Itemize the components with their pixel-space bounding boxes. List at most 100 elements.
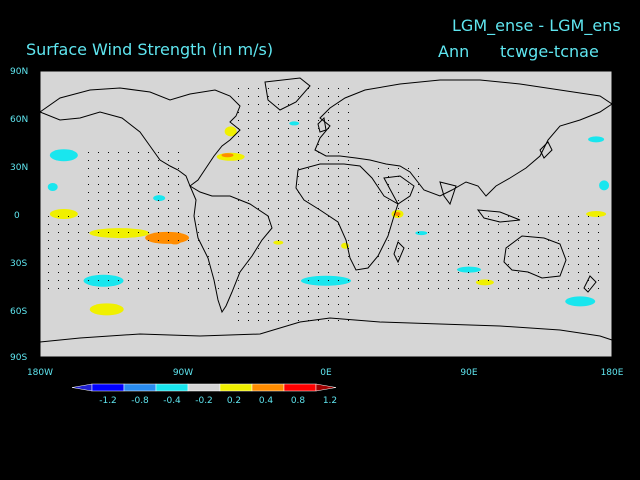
lon-label-180e: 180E xyxy=(600,368,624,378)
stipple-dot xyxy=(298,112,299,113)
stipple-dot xyxy=(278,136,279,137)
stipple-dot xyxy=(518,280,519,281)
stipple-dot xyxy=(418,256,419,257)
stipple-dot xyxy=(578,280,579,281)
stipple-dot xyxy=(398,240,399,241)
stipple-dot xyxy=(378,176,379,177)
stipple-dot xyxy=(388,200,389,201)
stipple-dot xyxy=(58,264,59,265)
stipple-dot xyxy=(298,104,299,105)
stipple-dot xyxy=(198,248,199,249)
stipple-dot xyxy=(118,176,119,177)
stipple-dot xyxy=(568,264,569,265)
stipple-dot xyxy=(248,256,249,257)
stipple-dot xyxy=(258,152,259,153)
stipple-dot xyxy=(398,184,399,185)
anomaly-region xyxy=(221,153,234,158)
stipple-dot xyxy=(138,184,139,185)
stipple-dot xyxy=(358,280,359,281)
stipple-dot xyxy=(568,288,569,289)
stipple-dot xyxy=(328,248,329,249)
stipple-dot xyxy=(348,208,349,209)
stipple-dot xyxy=(158,208,159,209)
stipple-dot xyxy=(588,288,589,289)
stipple-dot xyxy=(368,224,369,225)
stipple-dot xyxy=(178,216,179,217)
stipple-dot xyxy=(278,224,279,225)
stipple-dot xyxy=(448,248,449,249)
stipple-dot xyxy=(268,104,269,105)
stipple-dot xyxy=(528,224,529,225)
stipple-dot xyxy=(238,304,239,305)
stipple-dot xyxy=(428,272,429,273)
stipple-dot xyxy=(168,256,169,257)
stipple-dot xyxy=(418,176,419,177)
stipple-dot xyxy=(308,192,309,193)
stipple-dot xyxy=(458,280,459,281)
stipple-dot xyxy=(318,128,319,129)
stipple-dot xyxy=(598,288,599,289)
stipple-dot xyxy=(338,304,339,305)
stipple-dot xyxy=(538,264,539,265)
stipple-dot xyxy=(378,248,379,249)
stipple-dot xyxy=(308,152,309,153)
stipple-dot xyxy=(228,272,229,273)
stipple-dot xyxy=(148,168,149,169)
stipple-dot xyxy=(328,96,329,97)
stipple-dot xyxy=(408,192,409,193)
stipple-dot xyxy=(548,232,549,233)
stipple-dot xyxy=(458,240,459,241)
stipple-dot xyxy=(238,200,239,201)
stipple-dot xyxy=(398,248,399,249)
stipple-dot xyxy=(238,96,239,97)
stipple-dot xyxy=(308,184,309,185)
stipple-dot xyxy=(388,208,389,209)
stipple-dot xyxy=(488,248,489,249)
stipple-dot xyxy=(338,280,339,281)
stipple-dot xyxy=(138,288,139,289)
stipple-dot xyxy=(288,136,289,137)
stipple-dot xyxy=(368,232,369,233)
stipple-dot xyxy=(548,248,549,249)
colorbar-label-4: -0.2 xyxy=(195,396,213,406)
stipple-dot xyxy=(298,248,299,249)
stipple-dot xyxy=(238,264,239,265)
stipple-dot xyxy=(258,288,259,289)
stipple-dot xyxy=(268,96,269,97)
stipple-dot xyxy=(328,240,329,241)
lat-label-90n: 90N xyxy=(10,67,29,77)
anomaly-region xyxy=(394,212,401,216)
stipple-dot xyxy=(418,168,419,169)
stipple-dot xyxy=(68,272,69,273)
stipple-dot xyxy=(278,256,279,257)
stipple-dot xyxy=(428,248,429,249)
stipple-dot xyxy=(368,240,369,241)
stipple-dot xyxy=(168,224,169,225)
stipple-dot xyxy=(88,176,89,177)
stipple-dot xyxy=(98,192,99,193)
stipple-dot xyxy=(468,288,469,289)
stipple-dot xyxy=(88,200,89,201)
stipple-dot xyxy=(288,200,289,201)
stipple-dot xyxy=(288,128,289,129)
stipple-dot xyxy=(198,288,199,289)
stipple-dot xyxy=(288,184,289,185)
stipple-dot xyxy=(228,240,229,241)
stipple-dot xyxy=(148,176,149,177)
stipple-dot xyxy=(338,152,339,153)
stipple-dot xyxy=(488,264,489,265)
stipple-dot xyxy=(98,216,99,217)
stipple-dot xyxy=(418,216,419,217)
stipple-dot xyxy=(68,224,69,225)
stipple-dot xyxy=(418,240,419,241)
stipple-dot xyxy=(298,176,299,177)
stipple-dot xyxy=(508,280,509,281)
stipple-dot xyxy=(218,256,219,257)
stipple-dot xyxy=(158,240,159,241)
stipple-dot xyxy=(518,240,519,241)
stipple-dot xyxy=(278,96,279,97)
stipple-dot xyxy=(388,264,389,265)
stipple-dot xyxy=(198,224,199,225)
stipple-dot xyxy=(78,280,79,281)
stipple-dot xyxy=(238,240,239,241)
